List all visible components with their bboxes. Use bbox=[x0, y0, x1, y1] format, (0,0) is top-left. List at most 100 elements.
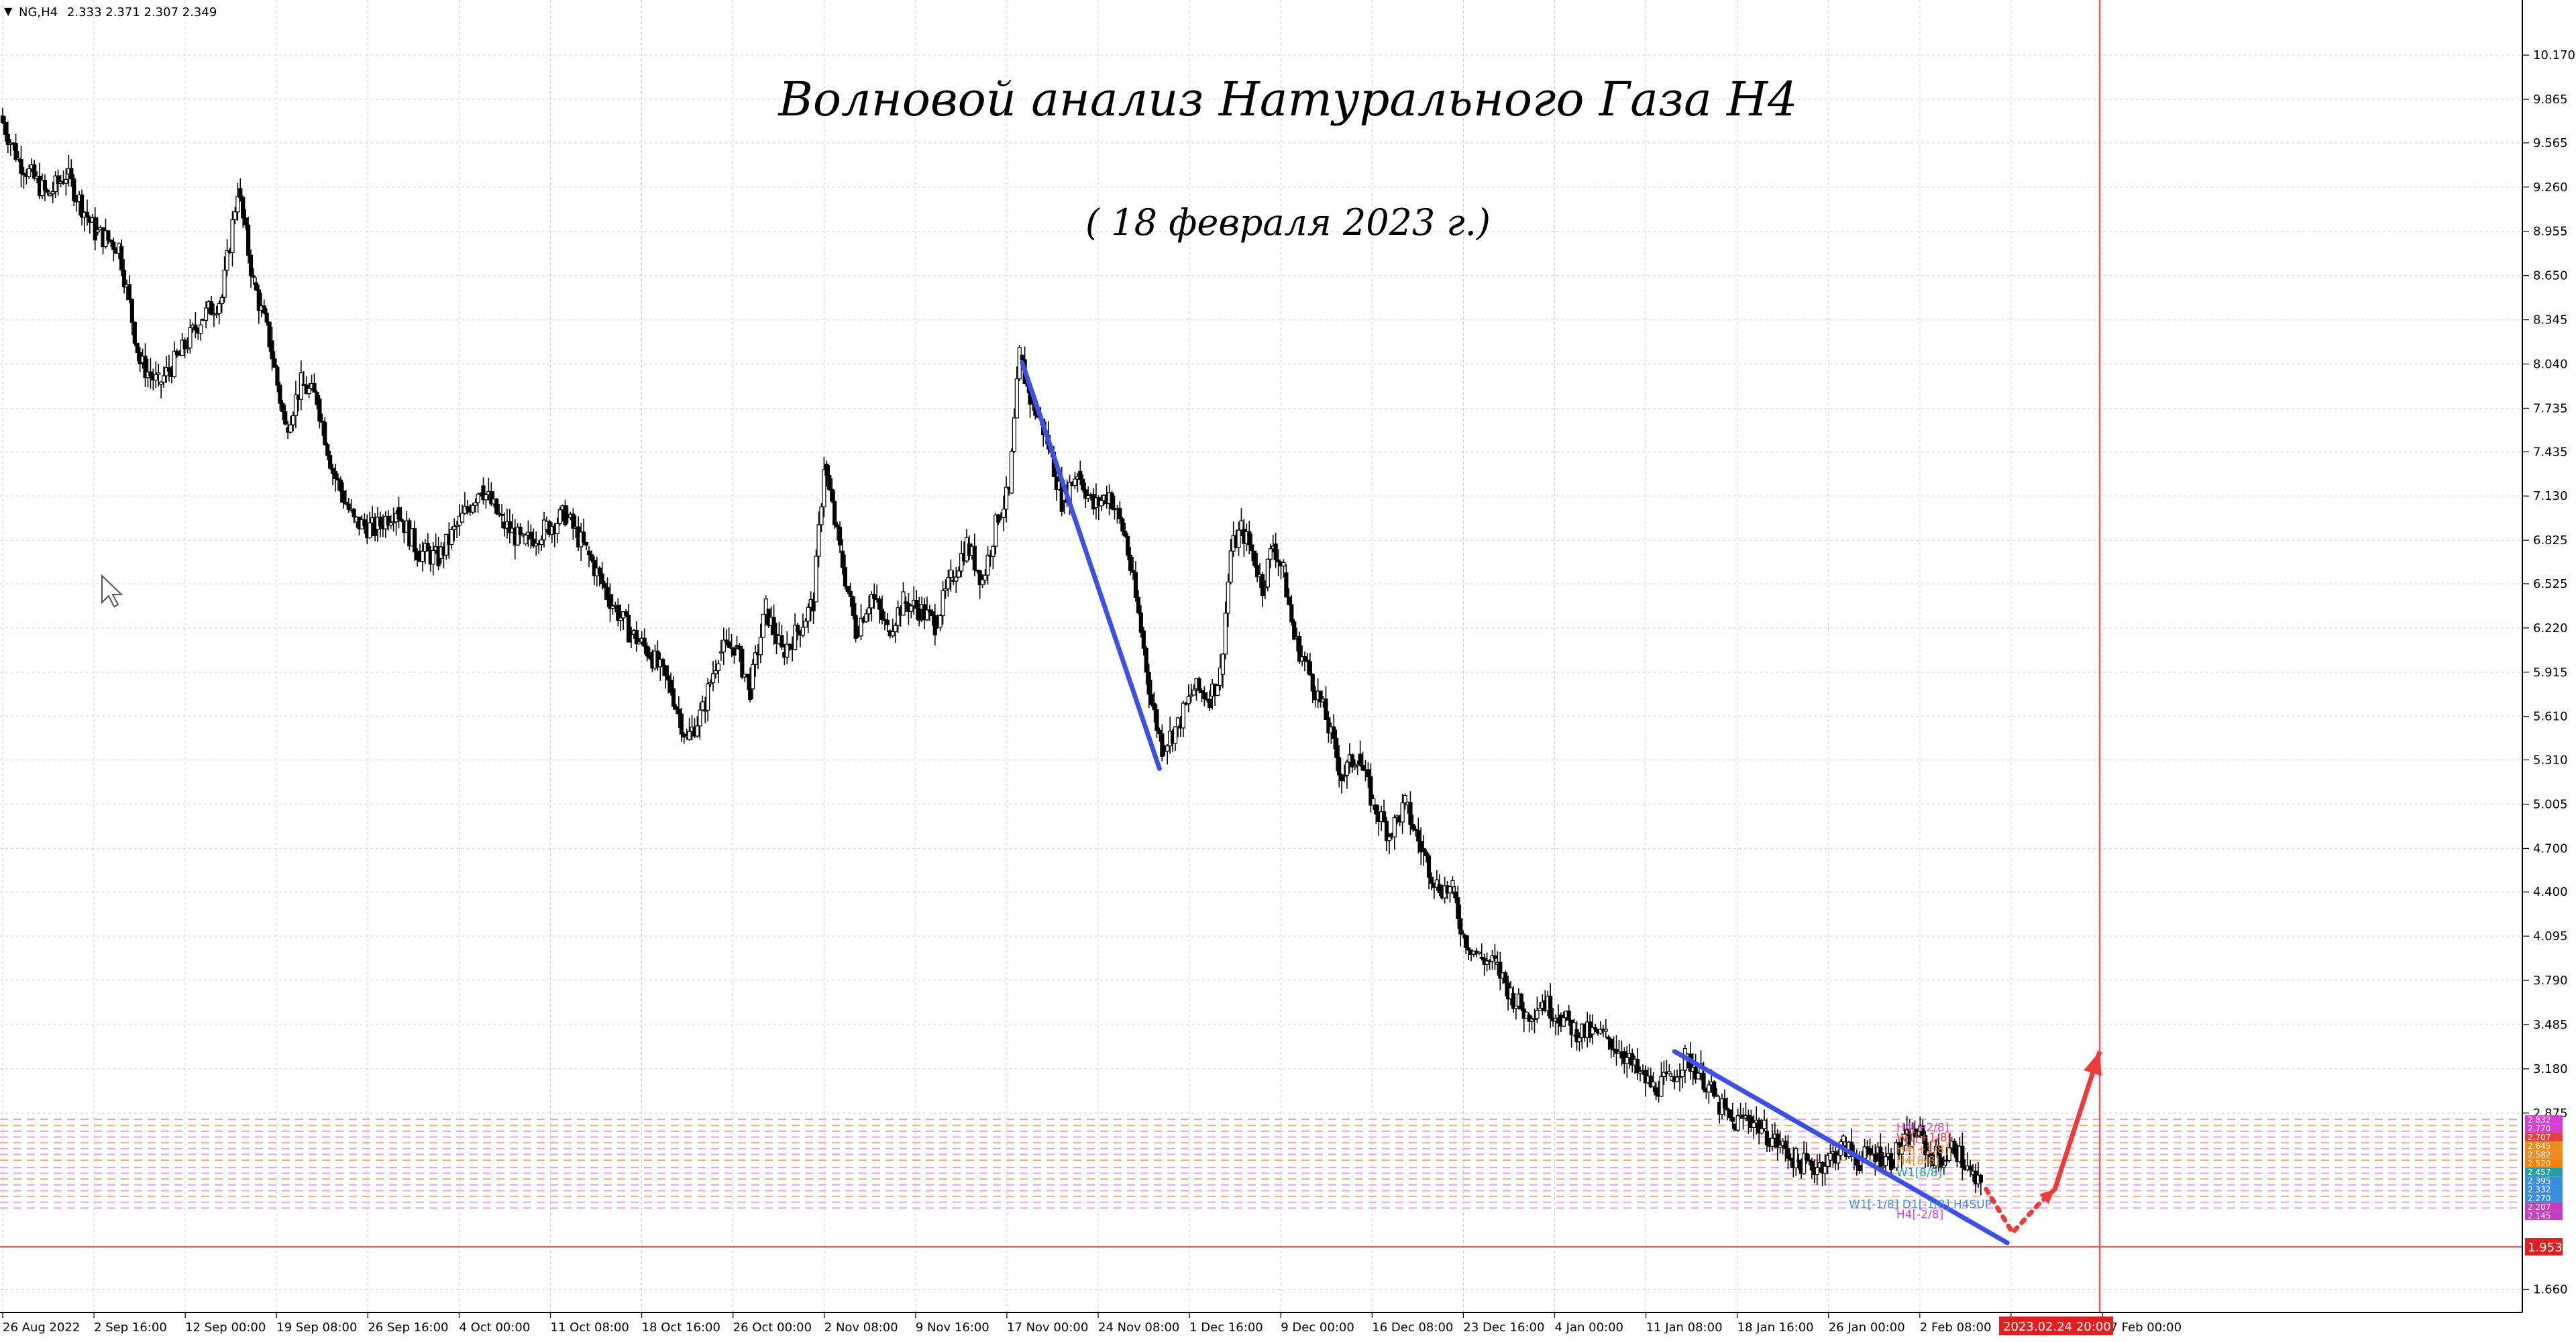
candle-body bbox=[1130, 570, 1136, 573]
candle-body bbox=[1350, 754, 1354, 768]
candle-body bbox=[1527, 1015, 1532, 1022]
candle-body bbox=[521, 533, 525, 536]
candle-body bbox=[716, 663, 721, 672]
candle-body bbox=[1479, 956, 1484, 959]
candle-body bbox=[1133, 572, 1138, 598]
candle-body bbox=[333, 470, 338, 479]
candle-body bbox=[885, 619, 890, 625]
candle-body bbox=[256, 289, 261, 311]
candle-body bbox=[0, 115, 5, 123]
candle-body bbox=[69, 168, 74, 180]
candle-body bbox=[859, 617, 863, 637]
candle-body bbox=[335, 478, 341, 480]
x-tick-label: 26 Sep 16:00 bbox=[368, 1321, 448, 1335]
candle-body bbox=[1429, 876, 1434, 884]
candle-body bbox=[174, 350, 179, 356]
candle-body bbox=[674, 706, 679, 710]
candle-body bbox=[708, 682, 713, 684]
candle-body bbox=[1450, 880, 1455, 888]
candle-body bbox=[610, 605, 615, 609]
candle-body bbox=[1899, 1146, 1904, 1155]
candle-body bbox=[1437, 884, 1442, 893]
candle-body bbox=[396, 507, 401, 520]
candle-body bbox=[700, 701, 705, 711]
candle-body bbox=[1461, 933, 1466, 935]
candle-body bbox=[352, 509, 356, 517]
level-label-box bbox=[2525, 1194, 2563, 1203]
candle-body bbox=[1228, 550, 1233, 582]
candle-body bbox=[848, 590, 853, 597]
candle-body bbox=[1477, 951, 1481, 954]
candle-body bbox=[182, 340, 187, 350]
candle-body bbox=[1498, 962, 1503, 979]
candle-body bbox=[1762, 1119, 1767, 1129]
level-label: 2.832 bbox=[2528, 1115, 2551, 1125]
trend-lines bbox=[1020, 360, 2010, 1245]
trend-line bbox=[1020, 360, 1162, 772]
candle-body bbox=[1368, 776, 1373, 806]
candle-body bbox=[1149, 693, 1154, 705]
y-tick-label: 8.345 bbox=[2533, 313, 2568, 327]
candle-body bbox=[1073, 478, 1077, 486]
candle-body bbox=[328, 455, 333, 469]
level-label-box bbox=[2525, 1202, 2563, 1212]
level-label-box bbox=[2525, 1124, 2563, 1133]
candle-body bbox=[1878, 1146, 1883, 1168]
candle-body bbox=[1778, 1144, 1782, 1148]
y-tick-label: 6.220 bbox=[2533, 621, 2568, 635]
candle-body bbox=[814, 556, 818, 603]
wave-label: W1[-1/8] D1[-1/8] H4SUP bbox=[1849, 1198, 1992, 1211]
candle-body bbox=[1828, 1153, 1833, 1161]
candle-body bbox=[449, 529, 454, 546]
level-label-box bbox=[2525, 1185, 2563, 1194]
candle-body bbox=[943, 588, 948, 591]
candle-body bbox=[1268, 548, 1273, 560]
candle-body bbox=[1334, 737, 1339, 758]
candle-body bbox=[1004, 486, 1009, 510]
candle-body bbox=[582, 531, 586, 544]
candle-body bbox=[1881, 1165, 1886, 1168]
candle-body bbox=[93, 217, 97, 241]
candle-body bbox=[1360, 764, 1365, 771]
candle-body bbox=[1801, 1153, 1807, 1174]
candle-body bbox=[737, 646, 742, 650]
candle-body bbox=[539, 539, 544, 546]
chart-header-arrow-icon[interactable]: ▼ bbox=[4, 5, 13, 17]
candle-body bbox=[378, 517, 383, 527]
candle-body bbox=[645, 646, 649, 657]
candle-body bbox=[499, 513, 504, 516]
candle-body bbox=[515, 527, 520, 546]
candle-body bbox=[1332, 726, 1336, 739]
candle-body bbox=[780, 635, 784, 648]
candle-body bbox=[735, 645, 739, 647]
candle-body bbox=[1236, 529, 1241, 548]
candle-body bbox=[129, 299, 134, 323]
candle-body bbox=[1923, 1135, 1928, 1155]
candle-body bbox=[1519, 993, 1523, 1010]
candle-body bbox=[241, 197, 246, 219]
candle-body bbox=[1305, 660, 1310, 662]
ohlc-readout: 2.333 2.371 2.307 2.349 bbox=[67, 5, 217, 19]
candle-body bbox=[1701, 1072, 1706, 1090]
candle-body bbox=[219, 297, 224, 305]
candle-body bbox=[148, 371, 153, 376]
candle-body bbox=[1173, 726, 1178, 744]
candle-body bbox=[706, 683, 710, 711]
candle-body bbox=[785, 643, 790, 658]
candle-body bbox=[1002, 509, 1006, 518]
candle-body bbox=[1625, 1057, 1629, 1064]
candle-body bbox=[1651, 1081, 1656, 1088]
symbol-label: NG,H4 bbox=[19, 5, 58, 19]
candle-body bbox=[5, 134, 10, 145]
candle-body bbox=[1175, 717, 1181, 727]
y-tick-label: 1.660 bbox=[2533, 1282, 2568, 1296]
candle-body bbox=[270, 340, 274, 360]
level-label: 2.207 bbox=[2528, 1202, 2551, 1212]
candle-body bbox=[399, 518, 404, 521]
candle-body bbox=[1126, 536, 1130, 556]
candle-body bbox=[484, 494, 488, 501]
candle-body bbox=[1614, 1049, 1619, 1054]
x-tick-label: 23 Dec 16:00 bbox=[1463, 1321, 1544, 1335]
